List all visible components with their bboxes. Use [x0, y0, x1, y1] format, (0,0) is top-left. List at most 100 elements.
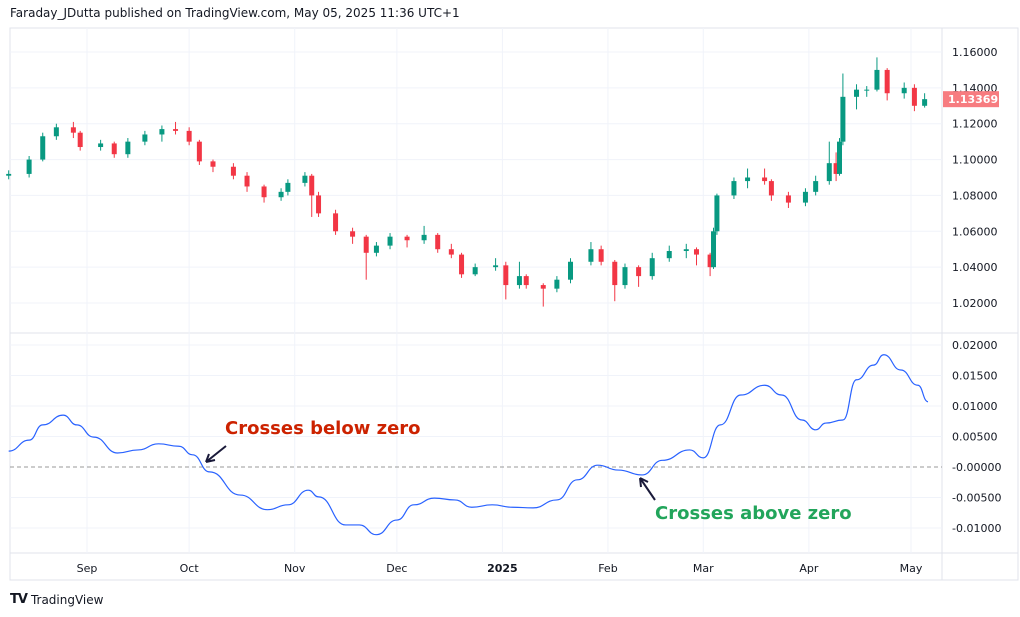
price-tick-label: 1.06000 [952, 225, 998, 238]
candle-body [666, 251, 672, 259]
candle-body [854, 89, 860, 97]
candle-body [40, 136, 46, 160]
candle-body [159, 129, 165, 135]
publisher-header: Faraday_JDutta published on TradingView.… [10, 6, 460, 20]
candle-body [588, 249, 594, 262]
tradingview-logo-icon: TV [10, 592, 28, 607]
candle-body [568, 261, 574, 280]
candle-body [404, 236, 410, 241]
candle-body [636, 267, 642, 277]
candle-body [363, 236, 369, 253]
candle-body [70, 127, 76, 133]
last-price-badge [943, 91, 999, 108]
candle-body [714, 195, 720, 232]
x-tick-label: Feb [598, 562, 617, 575]
candle-body [244, 175, 250, 187]
candle-body [516, 276, 522, 286]
arrow-above-icon [639, 477, 656, 501]
candle-body [836, 141, 842, 174]
candle-body [711, 231, 717, 268]
price-tick-label: 1.04000 [952, 261, 998, 274]
candle-body [683, 249, 689, 252]
candle-body [125, 141, 131, 155]
indicator-tick-label: 0.01500 [952, 370, 998, 383]
candle-body [448, 249, 454, 255]
candle-body [142, 134, 148, 142]
x-tick-label: Nov [284, 562, 306, 575]
x-tick-label: Dec [386, 562, 407, 575]
candle-body [802, 191, 808, 203]
x-tick-label: Sep [77, 562, 98, 575]
candle-body [421, 234, 427, 241]
tradingview-logo[interactable]: TV TradingView [10, 592, 103, 607]
indicator-tick-label: -0.00000 [952, 461, 1001, 474]
indicator-tick-label: 0.02000 [952, 339, 998, 352]
candle-body [911, 87, 917, 106]
candle-body [901, 87, 907, 94]
candle-body [98, 143, 104, 148]
candle-body [745, 177, 751, 182]
candle-body [230, 166, 236, 176]
candle-body [6, 173, 12, 176]
candle-body [874, 69, 880, 90]
candle-body [435, 234, 441, 250]
candle-body [173, 129, 179, 131]
candle-body [826, 163, 832, 182]
candle-body [612, 261, 618, 286]
candle-body [731, 181, 737, 196]
price-tick-label: 1.02000 [952, 297, 998, 310]
candle-body [459, 254, 465, 275]
last-price-label: 1.13369 [948, 93, 998, 106]
candle-body [762, 177, 768, 182]
candle-body [598, 249, 604, 262]
x-tick-label: Oct [180, 562, 200, 575]
indicator-tick-label: 0.01000 [952, 400, 998, 413]
candle-body [309, 175, 315, 196]
candle-body [196, 141, 202, 162]
candle-body [503, 265, 509, 286]
candle-body [472, 267, 478, 275]
candle-body [785, 195, 791, 203]
candle-body [373, 245, 379, 253]
x-tick-label: Apr [799, 562, 819, 575]
candle-body [53, 127, 59, 137]
candle-body [554, 279, 560, 289]
candle-body [186, 130, 192, 142]
candle-body [922, 99, 928, 106]
price-tick-label: 1.16000 [952, 46, 998, 59]
candle-body [523, 276, 529, 286]
candle-body [833, 163, 839, 174]
price-tick-label: 1.12000 [952, 118, 998, 131]
logo-text: TradingView [30, 592, 104, 607]
indicator-tick-label: -0.00500 [952, 492, 1001, 505]
price-tick-label: 1.10000 [952, 154, 998, 167]
x-tick-label: Mar [693, 562, 714, 575]
chart-frame [9, 27, 1019, 581]
candle-body [302, 175, 308, 183]
annotation-crosses-above: Crosses above zero [655, 503, 852, 524]
candle-body [261, 186, 267, 198]
candle-body [693, 249, 699, 255]
candle-body [622, 267, 628, 286]
candle-body [333, 213, 339, 232]
annotation-crosses-below: Crosses below zero [225, 418, 421, 439]
candle-body [493, 265, 499, 268]
candle-body [316, 195, 322, 214]
price-tick-label: 1.08000 [952, 189, 998, 202]
candle-body [26, 159, 32, 174]
indicator-tick-label: -0.01000 [952, 522, 1001, 535]
candle-body [210, 161, 216, 167]
candle-body [707, 254, 713, 268]
candle-body [649, 258, 655, 277]
candle-body [77, 132, 83, 148]
candle-body [768, 181, 774, 196]
candle-body [350, 231, 356, 237]
x-tick-label: May [900, 562, 923, 575]
candle-body [540, 285, 546, 289]
candle-body [111, 143, 117, 155]
arrow-below-icon [205, 445, 227, 463]
candle-body [884, 69, 890, 94]
x-tick-label: 2025 [487, 562, 518, 575]
